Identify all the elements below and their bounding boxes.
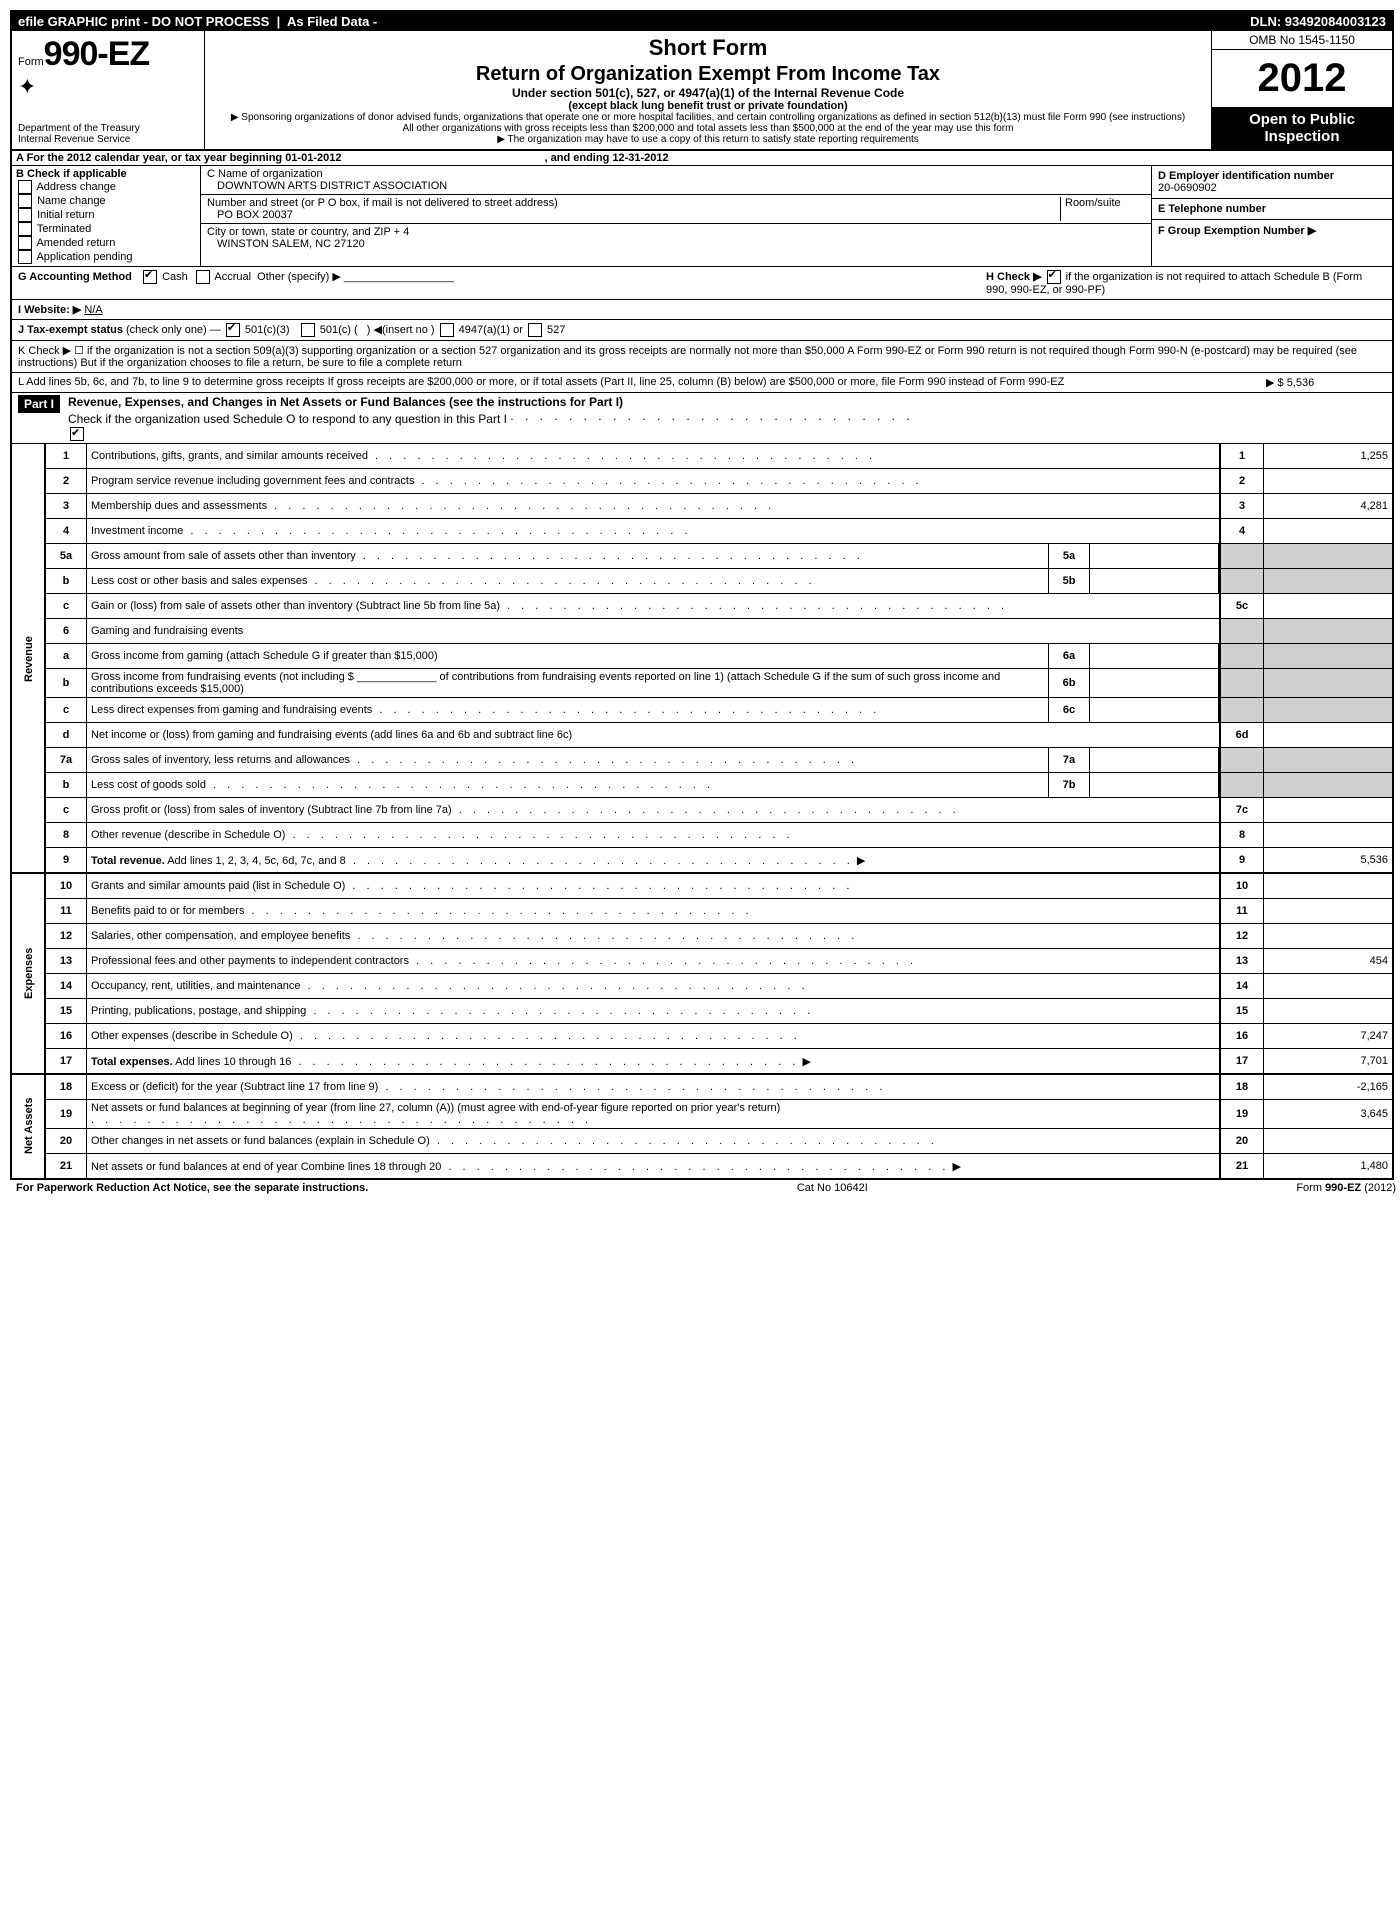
addr-label: Number and street (or P O box, if mail i…	[207, 197, 558, 209]
cash-checkbox[interactable]	[143, 270, 157, 284]
website-val: N/A	[84, 304, 102, 316]
row-j: J Tax-exempt status (check only one) — 5…	[12, 320, 1392, 341]
city-label: City or town, state or country, and ZIP …	[207, 226, 409, 238]
line17-value: 7,701	[1264, 1049, 1393, 1075]
line16-value: 7,247	[1264, 1024, 1393, 1049]
form-prefix: Form	[18, 56, 44, 68]
tax-year: 2012	[1212, 50, 1392, 107]
header-right: OMB No 1545-1150 2012 Open to Public Ins…	[1211, 31, 1392, 149]
open-public: Open to Public Inspection	[1212, 107, 1392, 149]
room-label: Room/suite	[1060, 197, 1145, 221]
part1-label: Part I	[18, 395, 60, 413]
e-label: E Telephone number	[1158, 203, 1386, 215]
row-g-h: G Accounting Method Cash Accrual Other (…	[12, 267, 1392, 300]
para-k: K Check ▶ ☐ if the organization is not a…	[12, 341, 1392, 373]
header-left: Form990-EZ ✦ Department of the Treasury …	[12, 31, 205, 149]
topbar-dln: DLN: 93492084003123	[1250, 14, 1386, 29]
row-i: I Website: ▶ N/A	[12, 300, 1392, 320]
row-a: A For the 2012 calendar year, or tax yea…	[12, 151, 1392, 166]
header-center: Short Form Return of Organization Exempt…	[205, 31, 1211, 149]
subtitle: Under section 501(c), 527, or 4947(a)(1)…	[213, 86, 1203, 100]
netassets-label: Net Assets	[12, 1074, 45, 1178]
line3-value: 4,281	[1264, 494, 1393, 519]
b-head: B Check if applicable	[16, 168, 196, 180]
line9-value: 5,536	[1264, 848, 1393, 874]
main-title: Return of Organization Exempt From Incom…	[213, 63, 1203, 86]
line21-value: 1,480	[1264, 1154, 1393, 1179]
footer: For Paperwork Reduction Act Notice, see …	[10, 1180, 1400, 1196]
short-form: Short Form	[213, 35, 1203, 61]
note-sponsor: ▶ Sponsoring organizations of donor advi…	[213, 112, 1203, 123]
section-bcdef: B Check if applicable Address change Nam…	[12, 166, 1392, 267]
footer-right: Form 990-EZ (2012)	[1296, 1182, 1396, 1194]
line19-value: 3,645	[1264, 1100, 1393, 1129]
header: Form990-EZ ✦ Department of the Treasury …	[12, 31, 1392, 151]
g-label: G Accounting Method	[18, 271, 132, 283]
col-def: D Employer identification number 20-0690…	[1151, 166, 1392, 266]
part1-header-row: Part I Revenue, Expenses, and Changes in…	[12, 393, 1392, 444]
d-label: D Employer identification number	[1158, 170, 1386, 182]
f-label: F Group Exemption Number ▶	[1158, 224, 1386, 237]
schedule-o-checkbox[interactable]	[70, 427, 84, 441]
form-number: 990-EZ	[44, 35, 150, 73]
part1-table: Revenue 1 Contributions, gifts, grants, …	[12, 444, 1392, 1178]
addr-val: PO BOX 20037	[207, 209, 1060, 221]
h-checkbox[interactable]	[1047, 270, 1061, 284]
part1-title: Revenue, Expenses, and Changes in Net As…	[68, 395, 623, 409]
501c3-checkbox[interactable]	[226, 323, 240, 337]
line18-value: -2,165	[1264, 1074, 1393, 1100]
paren: (except black lung benefit trust or priv…	[213, 100, 1203, 112]
dept: Department of the Treasury Internal Reve…	[18, 123, 198, 145]
footer-mid: Cat No 10642I	[797, 1182, 868, 1194]
b-item[interactable]: Initial return	[16, 208, 196, 222]
b-item[interactable]: Address change	[16, 180, 196, 194]
irs-eagle-icon: ✦	[18, 74, 198, 100]
ein: 20-0690902	[1158, 182, 1386, 194]
b-item[interactable]: Terminated	[16, 222, 196, 236]
b-item[interactable]: Application pending	[16, 250, 196, 264]
b-item[interactable]: Amended return	[16, 236, 196, 250]
c-label: C Name of organization	[207, 168, 323, 180]
topbar-left: efile GRAPHIC print - DO NOT PROCESS | A…	[18, 14, 377, 29]
col-b: B Check if applicable Address change Nam…	[12, 166, 201, 266]
city-val: WINSTON SALEM, NC 27120	[207, 238, 365, 250]
footer-left: For Paperwork Reduction Act Notice, see …	[16, 1182, 368, 1194]
note-other: All other organizations with gross recei…	[213, 123, 1203, 134]
para-l: L Add lines 5b, 6c, and 7b, to line 9 to…	[12, 373, 1392, 393]
col-c: C Name of organization DOWNTOWN ARTS DIS…	[201, 166, 1151, 266]
revenue-label: Revenue	[12, 444, 45, 873]
line1-value: 1,255	[1264, 444, 1393, 469]
line13-value: 454	[1264, 949, 1393, 974]
expenses-label: Expenses	[12, 873, 45, 1074]
form-990ez: efile GRAPHIC print - DO NOT PROCESS | A…	[10, 10, 1394, 1180]
note-copy: ▶ The organization may have to use a cop…	[213, 134, 1203, 145]
org-name: DOWNTOWN ARTS DISTRICT ASSOCIATION	[207, 180, 447, 192]
top-bar: efile GRAPHIC print - DO NOT PROCESS | A…	[12, 12, 1392, 31]
part1-check-text: Check if the organization used Schedule …	[68, 412, 507, 426]
omb: OMB No 1545-1150	[1212, 31, 1392, 50]
b-item[interactable]: Name change	[16, 194, 196, 208]
accrual-checkbox[interactable]	[196, 270, 210, 284]
l-value: ▶ $ 5,536	[1266, 376, 1386, 389]
